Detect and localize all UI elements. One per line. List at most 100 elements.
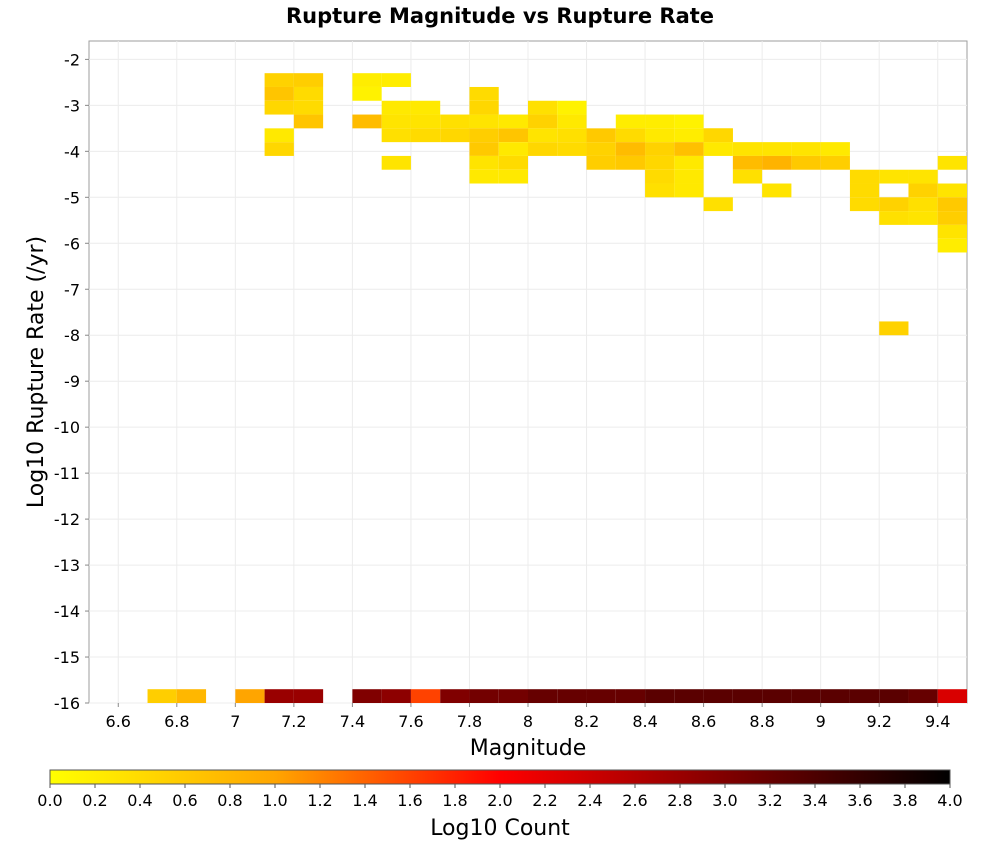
heatmap-cell [586,155,616,170]
heatmap-cell [586,128,616,143]
y-tick-label: -10 [54,418,80,437]
colorbar-ticks: 0.0 0.2 0.4 0.6 0.8 1.0 1.2 1.4 1.6 1.8 2.0 2.2 2.4 2… [37,784,963,810]
colorbar-tick-label: 2.4 [577,791,602,810]
heatmap-cell [469,169,499,184]
heatmap-cell [908,169,938,184]
y-tick-label: -6 [64,234,80,253]
x-tick-label: 7.6 [398,712,423,731]
heatmap-cell [381,155,411,170]
heatmap-cell [732,169,763,184]
colorbar-tick-label: 1.8 [442,791,467,810]
heatmap-cell [732,689,763,703]
y-tick-label: -7 [64,280,80,299]
heatmap-cell [352,86,382,101]
y-tick-label: -16 [54,694,80,713]
heatmap-cell [264,73,294,87]
x-tick-label: 7.2 [281,712,306,731]
heatmap-cell [703,197,733,212]
heatmap-cell [674,183,704,198]
x-tick-label: 7 [230,712,240,731]
heatmap-cell [645,114,675,129]
colorbar-tick-label: 0.6 [172,791,197,810]
heatmap-cell [703,689,733,703]
heatmap-cells [147,73,967,703]
y-axis-ticks: -2 -3 -4 -5 -6 -7 -8 -9 -10 -11 -12 -13 -14 -15 -16 [54,50,89,713]
x-tick-label: 8.2 [574,712,599,731]
heatmap-cell [908,197,938,212]
heatmap-cell [469,114,499,129]
heatmap-cell [615,114,646,129]
colorbar-tick-label: 3.4 [802,791,827,810]
heatmap-cell [586,142,616,156]
heatmap-cell [937,238,967,253]
heatmap-cell [469,155,499,170]
heatmap-cell [645,689,675,703]
heatmap-cell [937,183,967,198]
heatmap-cell [791,142,821,156]
heatmap-cell [498,169,528,184]
y-tick-label: -13 [54,556,80,575]
colorbar-tick-label: 4.0 [937,791,962,810]
heatmap-cell [235,689,265,703]
heatmap-cell [645,183,675,198]
heatmap-cell [264,100,294,115]
heatmap-cell [498,155,528,170]
heatmap-cell [879,169,909,184]
x-tick-label: 8.6 [691,712,716,731]
x-tick-label: 8.8 [749,712,774,731]
heatmap-cell [937,689,967,703]
y-tick-label: -9 [64,372,80,391]
heatmap-cell [528,128,558,143]
heatmap-cell [293,73,324,87]
heatmap-cell [645,169,675,184]
heatmap-cell [937,224,967,239]
heatmap-cell [645,128,675,143]
colorbar-tick-label: 3.0 [712,791,737,810]
heatmap-cell [440,689,470,703]
heatmap-cell [674,169,704,184]
y-tick-label: -15 [54,648,80,667]
heatmap-cell [498,114,528,129]
heatmap-cell [528,689,558,703]
heatmap-cell [937,211,967,225]
heatmap-cell [440,128,470,143]
heatmap-cell [879,321,909,336]
heatmap-cell [674,114,704,129]
colorbar-tick-label: 2.8 [667,791,692,810]
heatmap-cell [820,142,850,156]
x-tick-label: 8.4 [632,712,657,731]
heatmap-cell [557,142,587,156]
heatmap-cell [703,142,733,156]
y-tick-label: -5 [64,188,80,207]
heatmap-cell [528,100,558,115]
heatmap-cell [293,689,324,703]
heatmap-cell [528,142,558,156]
heatmap-cell [615,128,646,143]
y-tick-label: -8 [64,326,80,345]
heatmap-cell [586,689,616,703]
heatmap-cell [557,114,587,129]
y-axis-label: Log10 Rupture Rate (/yr) [24,236,49,508]
heatmap-cell [849,169,880,184]
heatmap-cell [820,689,850,703]
heatmap-cell [498,128,528,143]
heatmap-cell [645,155,675,170]
heatmap-cell [264,128,294,143]
heatmap-cell [381,689,411,703]
colorbar-tick-label: 1.2 [307,791,332,810]
x-tick-label: 7.4 [340,712,365,731]
x-tick-label: 6.8 [164,712,189,731]
heatmap-cell [820,155,850,170]
x-tick-label: 9.4 [925,712,950,731]
y-tick-label: -12 [54,510,80,529]
colorbar-tick-label: 1.6 [397,791,422,810]
colorbar-tick-label: 0.8 [217,791,242,810]
colorbar-label: Log10 Count [430,816,570,841]
heatmap-cell [381,100,411,115]
heatmap-cell [674,142,704,156]
heatmap-cell [674,155,704,170]
colorbar-tick-label: 1.0 [262,791,287,810]
heatmap-cell [293,100,324,115]
heatmap-cell [264,86,294,101]
x-tick-label: 9.2 [866,712,891,731]
